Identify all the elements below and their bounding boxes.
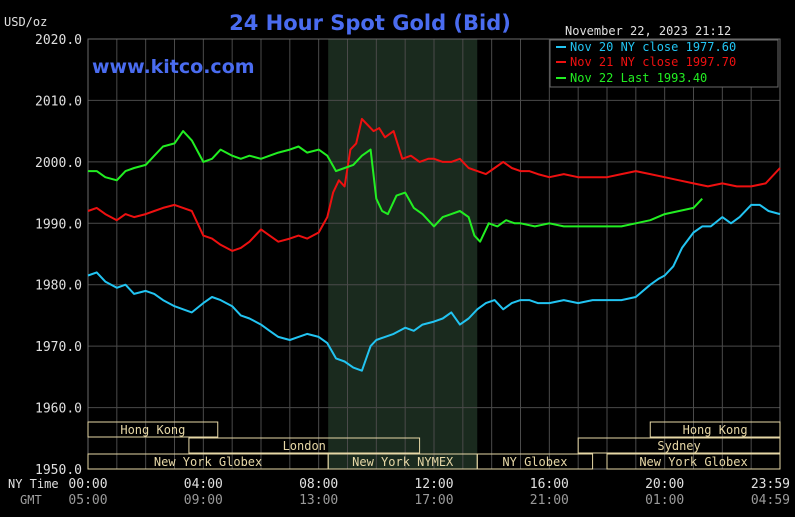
y-tick-label: 1990.0: [35, 217, 82, 232]
y-tick-label: 1950.0: [35, 463, 82, 478]
x-tick-label-ny: 12:00: [414, 477, 453, 492]
nymex-session-shading: [328, 39, 478, 469]
session-label: NY Globex: [502, 455, 567, 469]
x-tick-label-ny: 04:00: [184, 477, 223, 492]
chart-title: 24 Hour Spot Gold (Bid): [229, 11, 511, 35]
x-tick-label-gmt: 09:00: [184, 493, 223, 508]
session-box: [606, 453, 781, 470]
x-tick-label-ny: 16:00: [530, 477, 569, 492]
market-sessions: Hong Kong Hong Kong London Sydney New York G…: [87, 421, 781, 470]
session-label: New York Globex: [154, 455, 262, 469]
watermark: www.kitco.com: [92, 56, 255, 78]
session-box: [188, 437, 421, 454]
legend: Nov 20 NY close 1977.60 Nov 21 NY close …: [549, 39, 779, 88]
y-axis-ticks: 1950.0 1960.0 1970.0 1980.0 1990.0 2000.0 2010…: [35, 33, 82, 478]
nytime-label: NY Time: [8, 477, 59, 491]
x-tick-label-gmt: 05:00: [68, 493, 107, 508]
x-tick-label-ny: 00:00: [68, 477, 107, 492]
x-tick-label-gmt: 17:00: [414, 493, 453, 508]
series-lines: [87, 117, 781, 372]
session-label: New York NYMEX: [352, 455, 454, 469]
x-tick-label-gmt: 04:59: [751, 493, 790, 508]
grid-lines: [88, 38, 780, 470]
series-line-2: [88, 130, 703, 243]
session-label: Sydney: [657, 439, 700, 453]
legend-entry-nov21: Nov 21 NY close 1997.70: [570, 55, 736, 69]
series-line-1: [87, 117, 781, 252]
legend-entry-nov22: Nov 22 Last 1993.40: [570, 71, 707, 85]
session-label: New York Globex: [639, 455, 747, 469]
y-tick-label: 1960.0: [35, 402, 82, 417]
gmt-label: GMT: [20, 493, 42, 507]
session-box: [87, 421, 219, 438]
session-label: London: [283, 439, 326, 453]
y-tick-label: 1980.0: [35, 279, 82, 294]
session-label: Hong Kong: [683, 423, 748, 437]
x-tick-label-ny: 23:59: [751, 477, 790, 492]
y-tick-label: 1970.0: [35, 340, 82, 355]
y-tick-label: 2010.0: [35, 94, 82, 109]
session-box: [577, 437, 781, 454]
unit-label: USD/oz: [4, 15, 47, 29]
session-label: Hong Kong: [120, 423, 185, 437]
x-tick-label-gmt: 21:00: [530, 493, 569, 508]
x-tick-label-gmt: 01:00: [645, 493, 684, 508]
legend-entry-nov20: Nov 20 NY close 1977.60: [570, 40, 736, 54]
series-line-0: [87, 203, 781, 372]
session-box: [476, 453, 594, 470]
y-tick-label: 2000.0: [35, 156, 82, 171]
x-tick-label-ny: 08:00: [299, 477, 338, 492]
x-tick-label-gmt: 13:00: [299, 493, 338, 508]
x-tick-label-ny: 20:00: [645, 477, 684, 492]
timestamp: November 22, 2023 21:12: [565, 24, 731, 38]
legend-box: [549, 39, 779, 88]
y-tick-label: 2020.0: [35, 33, 82, 48]
session-box: [649, 421, 781, 438]
